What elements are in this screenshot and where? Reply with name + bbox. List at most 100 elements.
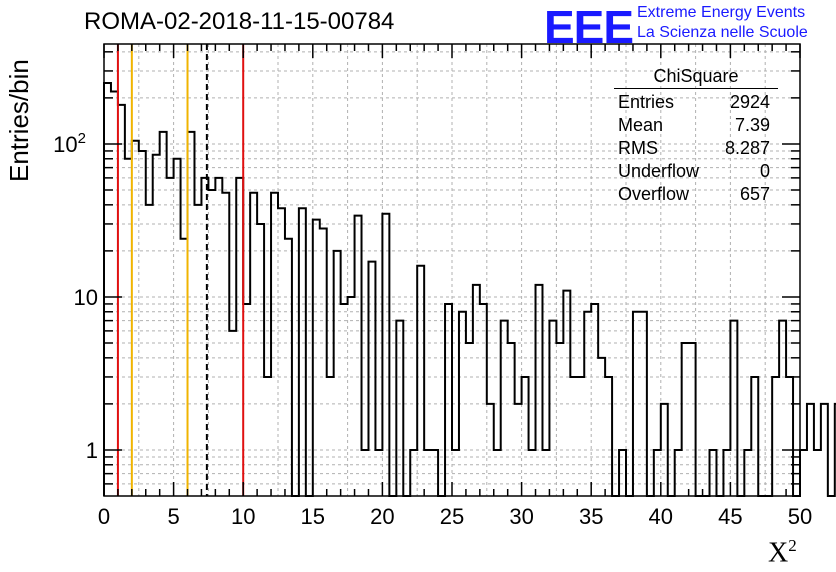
x-tick-label: 40 — [649, 504, 673, 529]
histogram-bin — [146, 205, 153, 496]
stats-value: 2924 — [729, 92, 770, 112]
x-axis-label-base: X — [768, 537, 789, 569]
histogram-bin — [542, 450, 549, 496]
histogram-bin — [640, 312, 647, 496]
histogram-bin — [153, 155, 160, 496]
chart-title: ROMA-02-2018-11-15-00784 — [84, 8, 395, 35]
reference-lines — [116, 44, 245, 496]
histogram-bin — [744, 450, 751, 496]
histogram-bin — [125, 159, 132, 496]
histogram-bin — [341, 304, 348, 496]
logo-subtitle-2: La Scienza nelle Scuole — [637, 24, 808, 41]
histogram-bin — [459, 312, 466, 496]
histogram-bin — [243, 304, 250, 496]
histogram-bin — [250, 193, 257, 496]
histogram-bin — [730, 321, 737, 496]
histogram-bin — [654, 450, 661, 496]
histogram-bin — [348, 297, 355, 496]
stats-row-entries: Entries 2924 — [612, 91, 780, 114]
stats-label: Entries — [618, 92, 675, 112]
stats-row-mean: Mean 7.39 — [612, 114, 780, 137]
histogram-bin — [355, 216, 362, 496]
axes — [103, 43, 801, 497]
histogram-bin — [132, 141, 139, 496]
histogram-bin — [501, 321, 508, 496]
x-tick-label: 15 — [301, 504, 325, 529]
histogram-bin — [682, 343, 689, 496]
histogram-bin — [710, 450, 717, 496]
histogram-bin — [431, 450, 438, 496]
histogram-bin — [104, 83, 111, 496]
stats-row-overflow: Overflow 657 — [612, 183, 780, 206]
y-tick-label: 10 — [74, 285, 98, 310]
histogram-bin — [598, 358, 605, 496]
histogram-bin — [821, 404, 828, 496]
x-tick-label: 25 — [440, 504, 464, 529]
histogram-bin — [278, 208, 285, 496]
histogram-bin — [480, 304, 487, 496]
histogram-bin — [264, 377, 271, 496]
stats-value: 7.39 — [734, 115, 770, 135]
histogram-bin — [633, 312, 640, 496]
histogram-bin — [424, 450, 431, 496]
histogram-bin — [723, 450, 730, 496]
histogram-bin — [139, 151, 146, 496]
histogram-bin — [320, 229, 327, 496]
stats-label: RMS — [618, 138, 658, 158]
histogram-bin — [222, 193, 229, 496]
histogram-bin — [549, 321, 556, 496]
x-tick-label: 50 — [788, 504, 812, 529]
histogram-bin — [229, 331, 236, 496]
histogram-bin — [174, 159, 181, 496]
stats-box: ChiSquare Entries 2924 Mean 7.39 RMS 8.287 … — [612, 66, 780, 206]
stats-row-rms: RMS 8.287 — [612, 137, 780, 160]
histogram-bin — [536, 285, 543, 496]
stats-value: 0 — [759, 161, 770, 181]
x-tick-label: 0 — [98, 504, 110, 529]
histogram-bin — [167, 178, 174, 496]
histogram-bin — [807, 404, 814, 496]
histogram-bin — [529, 450, 536, 496]
histogram-bin — [194, 205, 201, 496]
histogram-bin — [375, 450, 382, 496]
histogram-bin — [591, 304, 598, 496]
histogram-bin — [661, 404, 668, 496]
logo-subtitle-1: Extreme Energy Events — [637, 4, 806, 21]
histogram-bin — [445, 304, 452, 496]
eee-logo: EEE — [544, 1, 634, 53]
histogram-bin — [494, 450, 501, 496]
histogram-bin — [619, 450, 626, 496]
stats-label: Mean — [618, 115, 664, 135]
x-tick-label: 35 — [579, 504, 603, 529]
histogram-bin — [779, 321, 786, 496]
stats-value: 657 — [739, 184, 770, 204]
histogram-bin — [382, 214, 389, 496]
histogram-bin — [334, 251, 341, 496]
histogram-bin — [515, 404, 522, 496]
histogram-bin — [118, 105, 125, 496]
x-axis-label-superscript: 2 — [788, 536, 797, 555]
histogram-bin — [111, 92, 118, 496]
histogram-bin — [396, 321, 403, 496]
histogram-bin — [362, 450, 369, 496]
histogram-bin — [814, 450, 821, 496]
histogram-bin — [522, 377, 529, 496]
histogram-bin — [417, 266, 424, 496]
y-tick-label: 102 — [53, 130, 86, 157]
histogram-bin — [160, 132, 167, 496]
histogram-bin — [584, 312, 591, 496]
histogram-bin — [556, 343, 563, 496]
histogram-bin — [772, 377, 779, 496]
histogram-bin — [327, 377, 334, 496]
histogram-bin — [208, 190, 215, 496]
histogram-bin — [508, 343, 515, 496]
histogram-bin — [466, 343, 473, 496]
histogram-bin — [487, 404, 494, 496]
histogram-bin — [605, 377, 612, 496]
histogram-bin — [410, 450, 417, 496]
histogram-bin — [188, 132, 195, 496]
histogram-bin — [563, 291, 570, 496]
histogram-bin — [675, 450, 682, 496]
histogram-bin — [473, 285, 480, 496]
